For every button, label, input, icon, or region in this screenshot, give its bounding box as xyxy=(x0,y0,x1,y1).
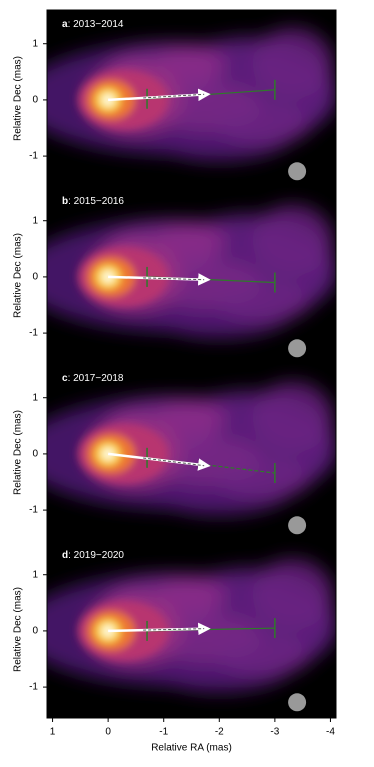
y-tick-label: -1 xyxy=(29,682,38,693)
panel-title: b: 2015−2016 xyxy=(62,196,124,207)
x-tick-label: 1 xyxy=(50,727,56,738)
jet-vector-dash xyxy=(143,277,205,281)
panel-label: d xyxy=(62,550,68,561)
jet-image xyxy=(47,10,336,187)
y-axis-label: Relative Dec (mas) xyxy=(13,56,24,141)
panel: a: 2013−2014 1 0 -1 Relative Dec (mas) xyxy=(13,9,337,188)
x-tick-label: -2 xyxy=(215,727,224,738)
y-tick-label: 1 xyxy=(32,569,38,580)
beam xyxy=(288,516,307,535)
x-tick-label: -1 xyxy=(159,727,168,738)
emission-blob xyxy=(156,222,227,258)
jet-image xyxy=(47,364,336,541)
panel-epoch: : 2017−2018 xyxy=(68,373,124,384)
jet-vector-dash xyxy=(143,628,205,631)
beam xyxy=(288,693,307,712)
panel-epoch: : 2015−2016 xyxy=(68,196,124,207)
panel-epoch: : 2013−2014 xyxy=(68,19,124,30)
y-tick-label: 0 xyxy=(32,272,38,283)
y-axis-label: Relative Dec (mas) xyxy=(13,587,24,672)
emission-blob xyxy=(252,381,334,453)
panel-label: b xyxy=(62,196,68,207)
emission-blob xyxy=(252,204,334,276)
emission-blob xyxy=(217,457,310,501)
panel: c: 2017−2018 1 0 -1 Relative Dec (mas) xyxy=(13,363,337,542)
panel-title: c: 2017−2018 xyxy=(62,373,124,384)
beam xyxy=(288,162,307,181)
y-tick-label: 0 xyxy=(32,95,38,106)
y-axis-label: Relative Dec (mas) xyxy=(13,410,24,495)
panel-label: c xyxy=(62,373,68,384)
x-tick-label: -4 xyxy=(326,727,335,738)
emission-blob xyxy=(156,399,227,435)
y-tick-label: 0 xyxy=(32,626,38,637)
jet-vector-dash xyxy=(143,457,205,467)
y-tick-label: 1 xyxy=(32,215,38,226)
panel: d: 2019−2020 1 0 -1 Relative Dec (mas) 1 0 -1 -2… xyxy=(13,540,337,754)
beam xyxy=(288,339,307,358)
y-tick-label: -1 xyxy=(29,505,38,516)
emission-blob xyxy=(217,634,310,678)
emission-blob xyxy=(156,45,227,81)
frame xyxy=(46,540,337,719)
panel-title: d: 2019−2020 xyxy=(62,550,124,561)
panel: b: 2015−2016 1 0 -1 Relative Dec (mas) xyxy=(13,186,337,365)
y-tick-label: 1 xyxy=(32,392,38,403)
emission-blob xyxy=(217,103,310,147)
emission-blob xyxy=(252,27,334,99)
emission xyxy=(47,27,336,163)
panel-label: a xyxy=(62,19,68,30)
jet-image xyxy=(47,187,336,364)
x-tick-label: 0 xyxy=(105,727,111,738)
y-axis-label: Relative Dec (mas) xyxy=(13,233,24,318)
emission-blob xyxy=(217,280,310,324)
y-tick-label: -1 xyxy=(29,328,38,339)
x-axis-label: Relative RA (mas) xyxy=(151,743,232,754)
panel-epoch: : 2019−2020 xyxy=(68,550,124,561)
emission-blob xyxy=(156,576,227,612)
x-tick-label: -3 xyxy=(270,727,279,738)
jet-image xyxy=(47,541,336,718)
jet-vector-dash xyxy=(143,93,205,99)
emission-blob xyxy=(252,558,334,630)
panel-title: a: 2013−2014 xyxy=(62,19,124,30)
y-tick-label: 1 xyxy=(32,38,38,49)
y-tick-label: -1 xyxy=(29,151,38,162)
y-tick-label: 0 xyxy=(32,449,38,460)
core xyxy=(78,423,169,484)
